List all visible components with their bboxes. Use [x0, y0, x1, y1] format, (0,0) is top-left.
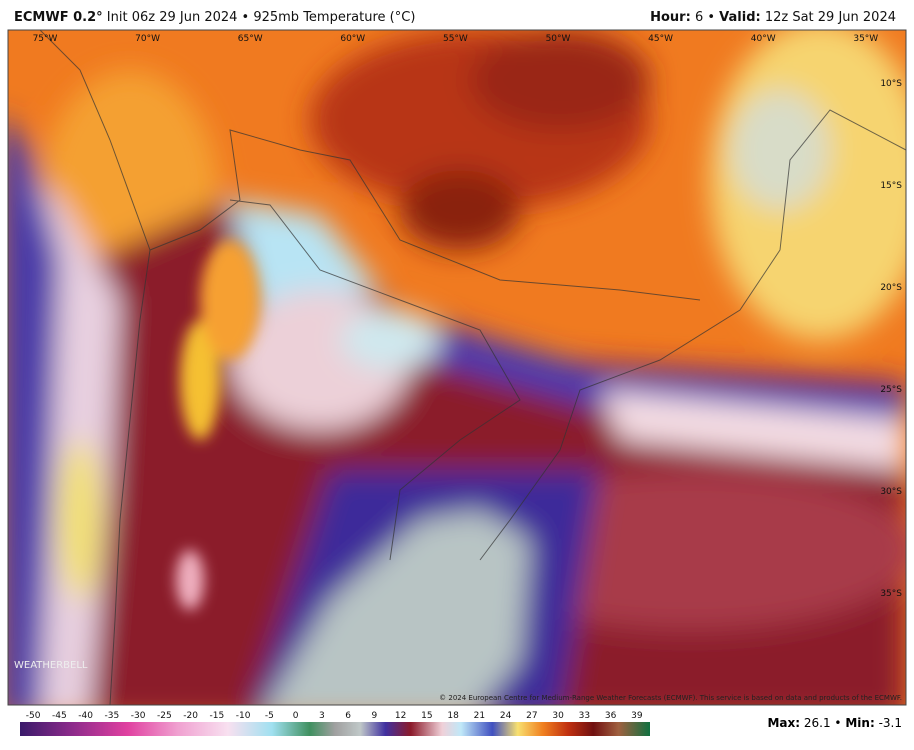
map-frame	[7, 29, 907, 706]
colorbar-label: -30	[131, 711, 146, 721]
lon-label: 75°W	[33, 34, 58, 44]
lon-label: 70°W	[135, 34, 160, 44]
lat-label: 10°S	[880, 79, 902, 89]
header-left: ECMWF 0.2° Init 06z 29 Jun 2024 • 925mb …	[14, 10, 415, 25]
colorbar-label: 3	[319, 711, 325, 721]
colorbar-label: 24	[500, 711, 512, 721]
lon-label: 40°W	[751, 34, 776, 44]
hour: 6 •	[694, 10, 716, 25]
logo: WEATHERBELL	[14, 660, 88, 671]
footer: Max: 26.1 • Min: -3.1	[767, 716, 902, 730]
min-value: -3.1	[878, 716, 902, 730]
colorbar-label: -15	[210, 711, 225, 721]
lat-label: 20°S	[880, 283, 902, 293]
lon-label: 60°W	[340, 34, 365, 44]
colorbar-label: -40	[78, 711, 93, 721]
header-right: Hour: 6 • Valid: 12z Sat 29 Jun 2024	[650, 10, 896, 25]
max-value: 26.1 •	[803, 716, 842, 730]
min-label: Min:	[845, 716, 875, 730]
colorbar-label: -35	[105, 711, 120, 721]
copyright: © 2024 European Centre for Medium-Range …	[439, 694, 902, 702]
lat-label: 25°S	[880, 385, 902, 395]
lat-label: 15°S	[880, 181, 902, 191]
colorbar-label: 18	[447, 711, 459, 721]
temperature-field	[8, 30, 906, 705]
lon-label: 35°W	[853, 34, 878, 44]
colorbar-label: -10	[236, 711, 251, 721]
max-label: Max:	[767, 716, 801, 730]
colorbar-label: 30	[552, 711, 564, 721]
colorbar-label: 15	[421, 711, 432, 721]
colorbar-label: 6	[345, 711, 351, 721]
colorbar-label: -45	[52, 711, 67, 721]
colorbar-label: 36	[605, 711, 617, 721]
lon-label: 55°W	[443, 34, 468, 44]
colorbar-label: 0	[293, 711, 299, 721]
valid-label: Valid:	[719, 10, 761, 25]
lon-label: 45°W	[648, 34, 673, 44]
colorbar-label: 12	[395, 711, 406, 721]
coastlines	[39, 30, 906, 705]
colorbar-label: 33	[579, 711, 590, 721]
lat-label: 35°S	[880, 589, 902, 599]
colorbar-label: 39	[631, 711, 643, 721]
colorbar-label: 27	[526, 711, 537, 721]
colorbar-label: -50	[26, 711, 41, 721]
colorbar-label: 21	[474, 711, 485, 721]
colorbar-label: -25	[157, 711, 172, 721]
lat-label: 30°S	[880, 487, 902, 497]
subtitle: Init 06z 29 Jun 2024 • 925mb Temperature…	[106, 10, 416, 25]
valid: 12z Sat 29 Jun 2024	[764, 10, 896, 25]
colorbar	[20, 722, 650, 736]
colorbar-label: -5	[265, 711, 274, 721]
lon-label: 50°W	[546, 34, 571, 44]
hour-label: Hour:	[650, 10, 691, 25]
colorbar-label: 9	[372, 711, 378, 721]
model-name: ECMWF 0.2°	[14, 10, 103, 25]
colorbar-label: -20	[183, 711, 198, 721]
lon-label: 65°W	[238, 34, 263, 44]
